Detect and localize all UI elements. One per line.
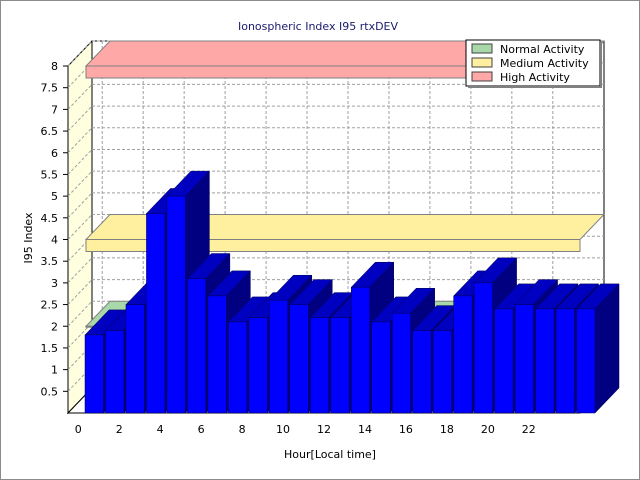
x-tick-label: 22 — [522, 423, 536, 436]
grid-line-side — [67, 62, 93, 89]
bar-front — [432, 330, 452, 414]
y-tick-label: 8 — [51, 60, 58, 73]
y-tick-label: 6.5 — [41, 125, 59, 138]
grid-line-side — [67, 127, 93, 154]
bar-front — [494, 308, 514, 414]
legend-shadow-right — [600, 42, 602, 88]
x-tick-label: 2 — [116, 423, 123, 436]
bar-front — [350, 286, 370, 414]
y-tick-label: 3 — [51, 277, 58, 290]
x-tick-label: 16 — [399, 423, 413, 436]
bar-front — [473, 282, 493, 414]
legend-label: Medium Activity — [500, 57, 589, 70]
bar-front — [535, 308, 555, 414]
bar-front — [228, 321, 248, 414]
x-tick-label: 8 — [239, 423, 246, 436]
legend-swatch — [471, 57, 493, 68]
x-tick-label: 14 — [358, 423, 372, 436]
y-axis-label: I95 Index — [22, 212, 35, 264]
grid-line-side — [67, 322, 93, 349]
y-tick-label: 6 — [51, 147, 58, 160]
bar-front — [248, 317, 268, 414]
bars — [84, 170, 620, 414]
grid-line-side — [67, 192, 93, 219]
bar-front — [555, 308, 575, 414]
x-tick-label: 0 — [75, 423, 82, 436]
grid-line-side — [67, 257, 93, 284]
y-tick-label: 0.5 — [41, 385, 59, 398]
bar-front — [166, 195, 186, 414]
bar-front — [289, 304, 309, 414]
bar-24 — [575, 283, 620, 414]
bar-front — [310, 317, 330, 414]
bar-front — [391, 312, 411, 414]
y-ticks: 0.5 1 1.5 2 2.5 3 3.5 4 4.5 5 5.5 6 6.5 7 7.5 8 — [41, 60, 68, 398]
legend-label: Normal Activity — [500, 43, 585, 56]
grid-line-side — [67, 365, 93, 392]
x-tick-label: 18 — [440, 423, 454, 436]
bar-front — [84, 334, 104, 414]
y-tick-label: 1.5 — [41, 342, 59, 355]
bar-front — [371, 321, 391, 414]
chart-title: Ionospheric Index I95 rtxDEV — [238, 20, 399, 33]
x-tick-label: 4 — [157, 423, 164, 436]
bar-front — [514, 304, 534, 414]
y-tick-label: 7 — [51, 103, 58, 116]
legend-swatch — [471, 71, 493, 82]
bar-front — [412, 330, 432, 414]
y-tick-label: 3.5 — [41, 255, 59, 268]
bar-front — [576, 308, 596, 414]
y-tick-label: 4.5 — [41, 212, 59, 225]
bar-front — [330, 317, 350, 414]
grid-line-side — [67, 105, 93, 132]
y-tick-label: 5 — [51, 190, 58, 203]
grid-line-side — [67, 214, 93, 240]
x-tick-label: 6 — [198, 423, 205, 436]
grid-line-side — [67, 84, 93, 110]
y-tick-label: 2 — [51, 320, 58, 333]
x-axis-label: Hour[Local time] — [284, 448, 376, 461]
bar-front — [269, 299, 289, 414]
y-tick-label: 5.5 — [41, 168, 59, 181]
grid-line-side — [67, 300, 93, 327]
x-tick-label: 10 — [276, 423, 290, 436]
grid-line-side — [67, 344, 93, 370]
grid-line-side — [67, 235, 93, 262]
bar-front — [146, 213, 166, 414]
bar-front — [187, 278, 207, 414]
x-tick-label: 20 — [481, 423, 495, 436]
grid-line-side — [67, 40, 93, 67]
legend-label: High Activity — [500, 71, 570, 84]
y-tick-label: 4 — [51, 234, 58, 247]
x-ticks: 0 2 4 6 8 10 12 14 16 18 20 22 — [75, 423, 536, 436]
bar-front — [105, 330, 125, 414]
y-tick-label: 2.5 — [41, 299, 59, 312]
bar-front — [453, 295, 473, 414]
x-tick-label: 12 — [317, 423, 331, 436]
y-tick-label: 7.5 — [41, 82, 59, 95]
grid-line-side — [67, 149, 93, 175]
y-tick-label: 1 — [51, 364, 58, 377]
bar-front — [125, 304, 145, 414]
grid-line-side — [67, 279, 93, 305]
legend-swatch — [471, 43, 493, 54]
bar-front — [207, 295, 227, 414]
grid-line-side — [67, 170, 93, 197]
legend-shadow-bottom — [468, 86, 602, 88]
